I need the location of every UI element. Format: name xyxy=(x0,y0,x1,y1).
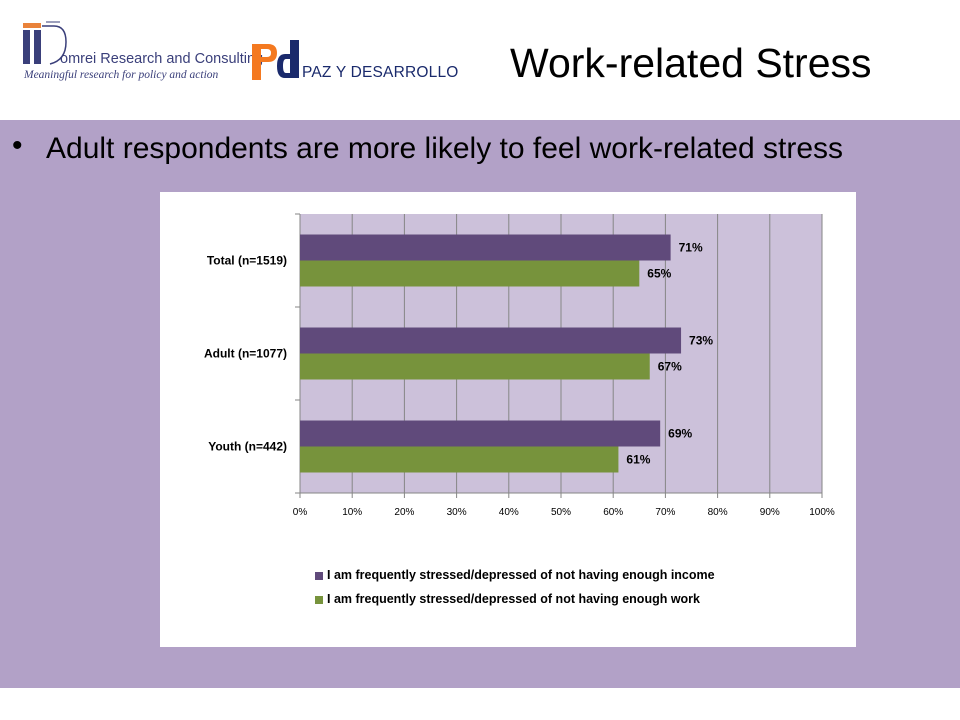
category-label: Youth (n=442) xyxy=(208,440,287,454)
category-label: Adult (n=1077) xyxy=(204,347,287,361)
legend-label: I am frequently stressed/depressed of no… xyxy=(327,568,715,582)
domrei-logo-icon xyxy=(23,21,67,65)
domrei-name: omrei Research and Consulting xyxy=(60,51,264,67)
x-tick-label: 80% xyxy=(708,507,728,518)
data-label: 65% xyxy=(647,267,671,281)
slide-header: omrei Research and Consulting Meaningful… xyxy=(0,0,960,120)
domrei-logo: omrei Research and Consulting Meaningful… xyxy=(20,18,263,88)
x-tick-label: 70% xyxy=(655,507,675,518)
category-label: Total (n=1519) xyxy=(207,254,287,268)
bar xyxy=(300,420,661,447)
pd-logo: PAZ Y DESARROLLO xyxy=(250,38,460,82)
bar xyxy=(300,446,619,473)
bar xyxy=(300,353,650,380)
data-label: 71% xyxy=(679,241,703,255)
bullet-dot: • xyxy=(12,129,23,162)
domrei-tagline: Meaningful research for policy and actio… xyxy=(24,69,219,81)
data-label: 67% xyxy=(658,360,682,374)
pd-name: PAZ Y DESARROLLO xyxy=(302,64,459,81)
bar xyxy=(300,234,671,261)
bullet-text: Adult respondents are more likely to fee… xyxy=(46,132,844,165)
bar xyxy=(300,260,640,287)
slide-title: Work-related Stress xyxy=(510,40,872,86)
legend-label: I am frequently stressed/depressed of no… xyxy=(327,592,700,606)
x-tick-label: 20% xyxy=(394,507,414,518)
x-tick-label: 40% xyxy=(499,507,519,518)
x-tick-label: 0% xyxy=(293,507,308,518)
bar xyxy=(300,327,682,354)
x-tick-label: 100% xyxy=(809,507,835,518)
chart: 0% 10% 20% 30% 40% 50% 60% 70% 80% 90% 100% Total (… xyxy=(160,192,856,647)
x-tick-label: 90% xyxy=(760,507,780,518)
data-label: 73% xyxy=(689,334,713,348)
pd-logo-icon xyxy=(252,40,299,80)
x-tick-label: 30% xyxy=(447,507,467,518)
x-tick-label: 60% xyxy=(603,507,623,518)
chart-canvas: 0% 10% 20% 30% 40% 50% 60% 70% 80% 90% 100% Total (… xyxy=(204,213,835,518)
data-label: 61% xyxy=(626,453,650,467)
legend-swatch xyxy=(315,596,323,604)
legend-swatch xyxy=(315,572,323,580)
data-label: 69% xyxy=(668,427,692,441)
x-tick-label: 50% xyxy=(551,507,571,518)
x-tick-label: 10% xyxy=(342,507,362,518)
